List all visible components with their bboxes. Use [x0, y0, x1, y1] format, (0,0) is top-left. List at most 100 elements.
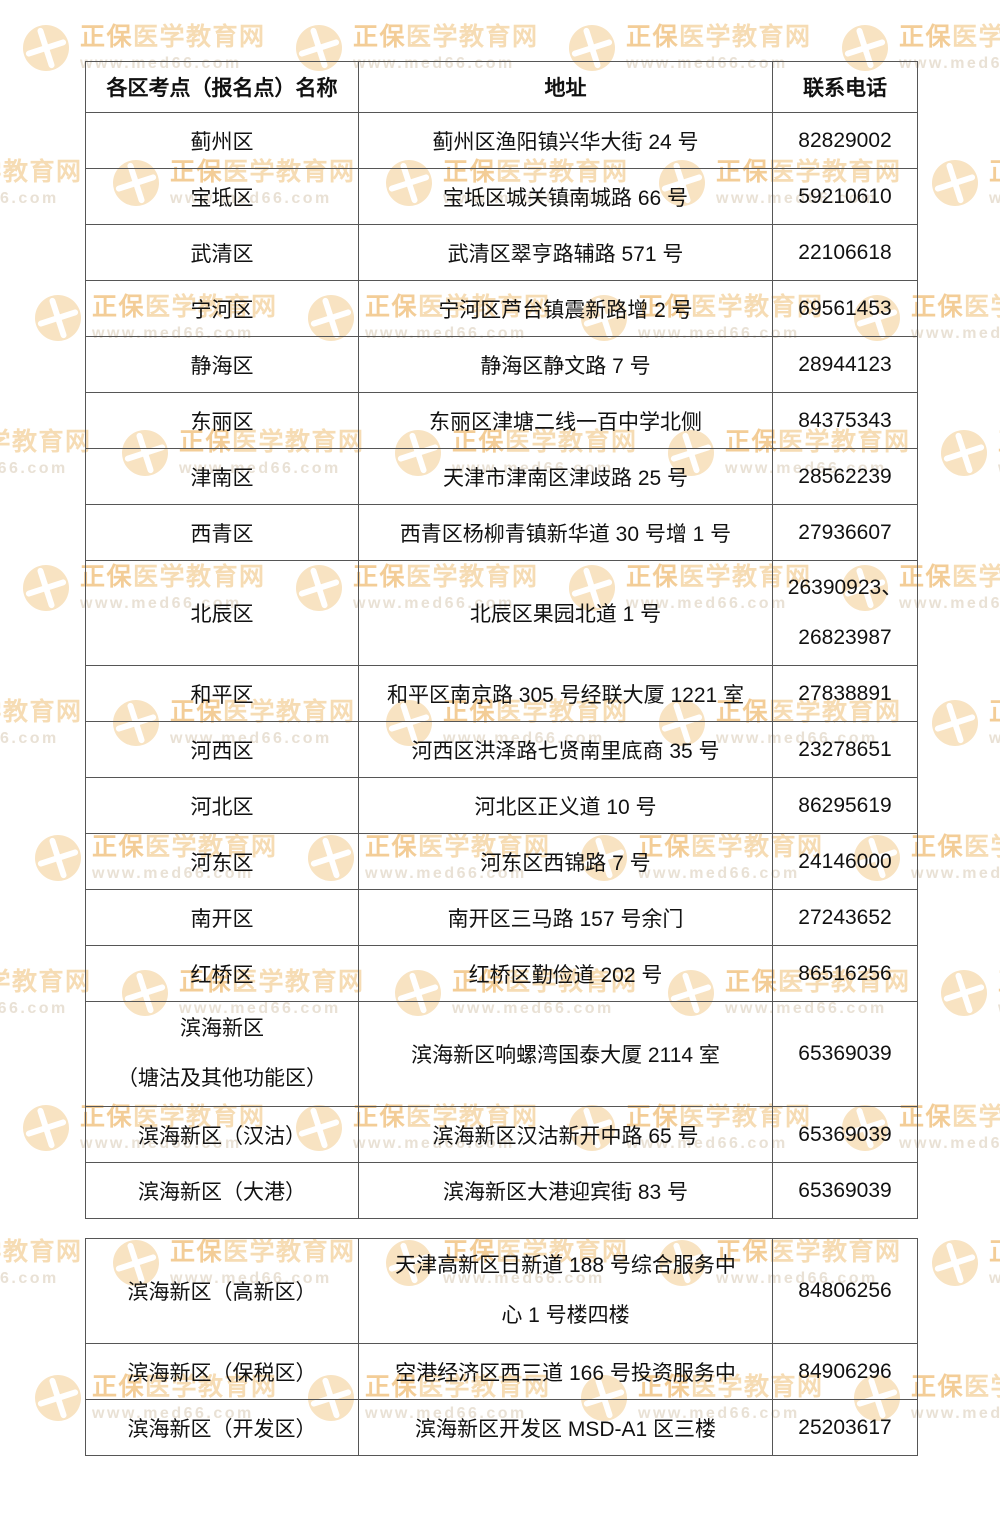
- address-cell: 北辰区果园北道 1 号: [358, 560, 773, 666]
- cell-line: 武清区翠亨路辅路 571 号: [447, 242, 684, 266]
- cell-line: 84375343: [798, 408, 892, 432]
- district-cell: 津南区: [85, 448, 359, 505]
- cell-line: 滨海新区响螺湾国泰大厦 2114 室: [411, 1044, 720, 1067]
- column-header-address: 地址: [358, 61, 773, 113]
- table-row: 津南区 天津市津南区津歧路 25 号 28562239: [85, 448, 918, 505]
- cell-line: 23278651: [798, 737, 892, 761]
- watermark-brand: 正保医学教育网: [998, 428, 1000, 457]
- watermark-url: www.med66.com: [0, 459, 68, 477]
- watermark-url: www.med66.com: [998, 1000, 1000, 1018]
- cell-line: 65369039: [798, 1178, 892, 1202]
- med66-logo-icon: [926, 1234, 984, 1293]
- address-cell: 天津高新区日新道 188 号综合服务中心 1 号楼四楼: [358, 1238, 773, 1344]
- watermark-brand: 正保医学教育网: [989, 698, 1000, 727]
- cell-line: 滨海新区开发区 MSD-A1 区三楼: [414, 1417, 716, 1441]
- phone-cell: 69561453: [772, 280, 918, 337]
- cell-line: 津南区: [190, 466, 254, 490]
- watermark-brand: 正保医学教育网: [353, 23, 539, 51]
- med66-logo-icon: [29, 1369, 87, 1428]
- cell-line: 滨海新区（高新区）: [127, 1281, 317, 1304]
- watermark-brand: 正保医学教育网: [911, 293, 1000, 321]
- phone-cell: 65369039: [772, 1106, 918, 1163]
- watermark-brand: 正保医学教育网: [989, 158, 1000, 187]
- district-cell: 滨海新区（大港）: [85, 1162, 359, 1219]
- watermark-text: 正保医学教育网 www.med66.com: [989, 698, 1000, 748]
- cell-line: 蓟州区渔阳镇兴华大街 24 号: [432, 130, 699, 154]
- cell-line: 西青区: [190, 522, 254, 546]
- med66-logo-icon: [17, 19, 75, 78]
- district-cell: 红桥区: [85, 945, 359, 1002]
- cell-line: 北辰区果园北道 1 号: [469, 603, 662, 626]
- district-cell: 和平区: [85, 665, 359, 722]
- cell-line: 东丽区津塘二线一百中学北侧: [429, 410, 702, 434]
- cell-line: 红桥区勤俭道 202 号: [468, 963, 663, 987]
- watermark-brand: 正保医学教育网: [998, 968, 1000, 997]
- table-row: 红桥区 红桥区勤俭道 202 号 86516256: [85, 945, 918, 1002]
- phone-cell: 84906296: [772, 1343, 918, 1400]
- table-row: 南开区 南开区三马路 157 号余门 27243652: [85, 889, 918, 946]
- med66-logo-icon: [926, 694, 984, 753]
- address-cell: 滨海新区汉沽新开中路 65 号: [358, 1106, 773, 1163]
- cell-line: 和平区: [190, 683, 254, 707]
- address-cell: 河东区西锦路 7 号: [358, 833, 773, 890]
- cell-line: 宁河区芦台镇震新路增 2 号: [438, 298, 693, 322]
- watermark-url: www.med66.com: [989, 1269, 1000, 1287]
- exam-sites-table-binhai: 滨海新区（高新区） 天津高新区日新道 188 号综合服务中心 1 号楼四楼 8480…: [85, 1238, 918, 1456]
- phone-cell: 26390923、 26823987: [772, 560, 918, 666]
- med66-logo-icon: [29, 289, 87, 348]
- watermark-brand: 正保医学教育网: [0, 968, 92, 996]
- cell-line: 和平区南京路 305 号经联大厦 1221 室: [386, 683, 745, 707]
- cell-line: 滨海新区: [180, 1017, 264, 1040]
- cell-line: 26390923、: [787, 576, 903, 599]
- watermark-brand: 正保医学教育网: [0, 158, 83, 186]
- cell-line: 南开区: [190, 907, 254, 931]
- table-row: 宁河区 宁河区芦台镇震新路增 2 号 69561453: [85, 280, 918, 337]
- phone-cell: 22106618: [772, 224, 918, 281]
- cell-line: 河北区: [190, 795, 254, 819]
- watermark-brand: 正保医学教育网: [911, 833, 1000, 861]
- district-cell: 河西区: [85, 721, 359, 778]
- address-cell: 静海区静文路 7 号: [358, 336, 773, 393]
- watermark-brand: 正保医学教育网: [0, 1238, 83, 1266]
- watermark: 正保医学教育网 www.med66.com: [836, 19, 1000, 78]
- watermark-url: www.med66.com: [998, 460, 1000, 478]
- watermark-text: 正保医学教育网 www.med66.com: [998, 428, 1000, 478]
- watermark-brand: 正保医学教育网: [626, 23, 812, 51]
- watermark: 正保医学教育网 www.med66.com: [848, 829, 1000, 888]
- district-cell: 宝坻区: [85, 168, 359, 225]
- cell-line: 滨海新区大港迎宾街 83 号: [442, 1180, 689, 1204]
- watermark-text: 正保医学教育网 www.med66.com: [0, 698, 83, 748]
- watermark-url: www.med66.com: [899, 1134, 1000, 1152]
- address-cell: 滨海新区大港迎宾街 83 号: [358, 1162, 773, 1219]
- table-row: 东丽区 东丽区津塘二线一百中学北侧 84375343: [85, 392, 918, 449]
- cell-line: 宝坻区城关镇南城路 66 号: [442, 186, 689, 210]
- cell-line: 22106618: [798, 240, 892, 264]
- cell-line: 滨海新区（大港）: [138, 1180, 306, 1204]
- watermark-url: www.med66.com: [0, 729, 59, 747]
- phone-cell: 84375343: [772, 392, 918, 449]
- watermark-text: 正保医学教育网 www.med66.com: [911, 293, 1000, 343]
- watermark: 正保医学教育网 www.med66.com: [848, 289, 1000, 348]
- table-row: 西青区 西青区杨柳青镇新华道 30 号增 1 号 27936607: [85, 504, 918, 561]
- phone-cell: 86295619: [772, 777, 918, 834]
- cell-line: 宝坻区: [190, 186, 254, 210]
- cell-line: 26823987: [798, 626, 892, 649]
- med66-logo-icon: [29, 829, 87, 888]
- district-cell: 滨海新区（高新区）: [85, 1238, 359, 1344]
- table-row: 宝坻区 宝坻区城关镇南城路 66 号 59210610: [85, 168, 918, 225]
- watermark: 正保医学教育网 www.med66.com: [0, 698, 83, 748]
- district-cell: 北辰区: [85, 560, 359, 666]
- watermark-text: 正保医学教育网 www.med66.com: [911, 1373, 1000, 1423]
- table-row: 滨海新区（开发区） 滨海新区开发区 MSD-A1 区三楼 25203617: [85, 1399, 918, 1456]
- phone-cell: 59210610: [772, 168, 918, 225]
- cell-line: 滨海新区汉沽新开中路 65 号: [432, 1124, 699, 1148]
- phone-cell: 27936607: [772, 504, 918, 561]
- cell-line: 86295619: [798, 793, 892, 817]
- table-row: 和平区 和平区南京路 305 号经联大厦 1221 室 27838891: [85, 665, 918, 722]
- watermark: 正保医学教育网 www.med66.com: [935, 964, 1000, 1023]
- phone-cell: 28562239: [772, 448, 918, 505]
- district-cell: 西青区: [85, 504, 359, 561]
- cell-line: 河北区正义道 10 号: [474, 795, 657, 819]
- cell-line: 27838891: [798, 681, 892, 705]
